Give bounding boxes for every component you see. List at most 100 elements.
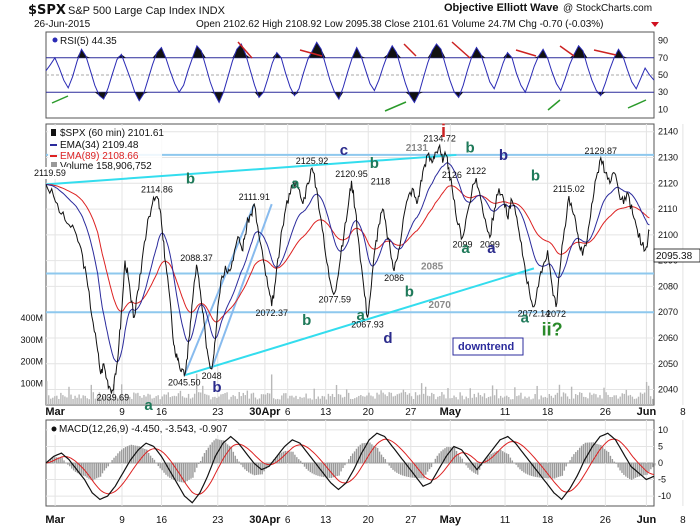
- x-tick-label: 18: [542, 407, 554, 418]
- volume-bar: [256, 399, 259, 405]
- volume-bar: [491, 385, 494, 405]
- downtrend-label: downtrend: [458, 341, 514, 353]
- macd-histogram-bar: [86, 463, 88, 478]
- volume-bar: [635, 398, 638, 405]
- volume-bar: [157, 395, 159, 405]
- volume-bar: [145, 396, 147, 405]
- volume-bar: [370, 395, 372, 405]
- volume-bar: [528, 396, 530, 405]
- macd-histogram-bar: [311, 463, 313, 474]
- volume-bar: [120, 384, 123, 405]
- volume-bar: [416, 395, 419, 405]
- macd-signal-line: [45, 438, 655, 496]
- x-tick-label: 18: [542, 515, 554, 526]
- macd-histogram-bar: [274, 457, 277, 463]
- macd-histogram-bar: [101, 463, 104, 474]
- price-annotation: 2111.91: [239, 192, 270, 202]
- macd-histogram-bar: [176, 463, 179, 482]
- volume-bar: [86, 398, 88, 405]
- macd-histogram-bar: [321, 463, 323, 477]
- macd-histogram-bar: [172, 463, 175, 480]
- macd-histogram-bar: [494, 451, 496, 463]
- macd-histogram-bar: [642, 463, 644, 476]
- macd-histogram-bar: [307, 463, 310, 471]
- volume-bar: [238, 392, 240, 405]
- volume-bar: [183, 397, 186, 405]
- macd-histogram-bar: [528, 463, 531, 476]
- macd-histogram-bar: [284, 450, 286, 463]
- volume-bar: [414, 392, 417, 405]
- header-name: S&P 500 Large Cap Index INDX: [68, 5, 226, 17]
- volume-bar: [333, 396, 336, 405]
- price-annotation: 2048: [202, 371, 222, 381]
- bar-legend-marker: [51, 129, 56, 136]
- volume-bar: [354, 398, 356, 405]
- volume-bar: [187, 393, 190, 405]
- macd-histogram-bar: [313, 463, 315, 475]
- x-tick-label: 8: [680, 407, 686, 418]
- macd-histogram-bar: [253, 463, 256, 476]
- volume-bar: [204, 393, 206, 405]
- price-annotation: 2067.93: [351, 320, 384, 330]
- volume-bar: [309, 398, 311, 405]
- macd-histogram-bar: [461, 458, 463, 463]
- volume-bar: [341, 397, 344, 405]
- macd-histogram-bar: [623, 463, 625, 475]
- macd-histogram-bar: [246, 463, 248, 472]
- macd-histogram-bar: [219, 439, 221, 463]
- volume-bar: [270, 374, 273, 405]
- volume-bar: [266, 392, 269, 405]
- wave-label: i: [441, 121, 446, 141]
- header-credit: @ StockCharts.com: [563, 3, 652, 14]
- macd-histogram-bar: [538, 463, 540, 478]
- volume-bar: [447, 388, 449, 405]
- macd-histogram-bar: [517, 463, 519, 468]
- volume-bar: [133, 392, 135, 405]
- volume-bar: [123, 398, 125, 405]
- volume-legend-marker: [51, 162, 57, 168]
- volume-bar: [307, 398, 309, 405]
- macd-histogram-bar: [59, 457, 61, 463]
- macd-histogram-bar: [440, 451, 442, 463]
- macd-histogram-bar: [344, 463, 346, 466]
- x-tick-label: 26: [600, 407, 612, 418]
- macd-histogram-bar: [536, 463, 539, 478]
- header-symbol: $SPX: [28, 3, 66, 18]
- macd-histogram-bar: [236, 458, 238, 463]
- macd-histogram-bar: [223, 440, 225, 463]
- x-tick-label: 9: [119, 407, 125, 418]
- volume-bar: [542, 397, 544, 405]
- volume-bar: [202, 385, 204, 405]
- macd-histogram-bar: [398, 463, 400, 474]
- volume-bar: [200, 392, 202, 405]
- macd-histogram-bar: [278, 453, 281, 463]
- wave-label: a: [487, 240, 496, 257]
- rsi-divergence-line: [593, 49, 617, 56]
- macd-histogram-bar: [178, 463, 181, 482]
- volume-bar: [250, 393, 253, 405]
- volume-bar: [497, 398, 500, 405]
- macd-histogram-bar: [413, 463, 415, 478]
- macd-histogram-bar: [511, 460, 514, 463]
- macd-histogram-bar: [375, 446, 377, 463]
- header-brand: Objective Elliott Wave: [444, 2, 559, 14]
- macd-histogram-bar: [211, 442, 213, 463]
- volume-bar: [574, 394, 577, 405]
- x-tick-label: Mar: [45, 406, 65, 418]
- macd-histogram-bar: [269, 463, 271, 466]
- volume-bar: [224, 393, 226, 405]
- volume-bar: [94, 398, 97, 405]
- price-annotation: 2120.95: [335, 169, 368, 179]
- volume-bar: [502, 397, 504, 405]
- volume-bar: [319, 398, 321, 405]
- macd-histogram-bar: [638, 463, 641, 477]
- macd-histogram-bar: [644, 463, 646, 476]
- macd-histogram-bar: [149, 455, 152, 463]
- volume-bar: [617, 398, 619, 405]
- last-price-tag: 2095.38: [656, 251, 693, 262]
- volume-bar: [80, 398, 82, 405]
- macd-histogram-bar: [140, 447, 142, 463]
- macd-histogram-bar: [186, 463, 188, 482]
- macd-histogram-bar: [540, 463, 542, 478]
- volume-bar: [465, 396, 467, 405]
